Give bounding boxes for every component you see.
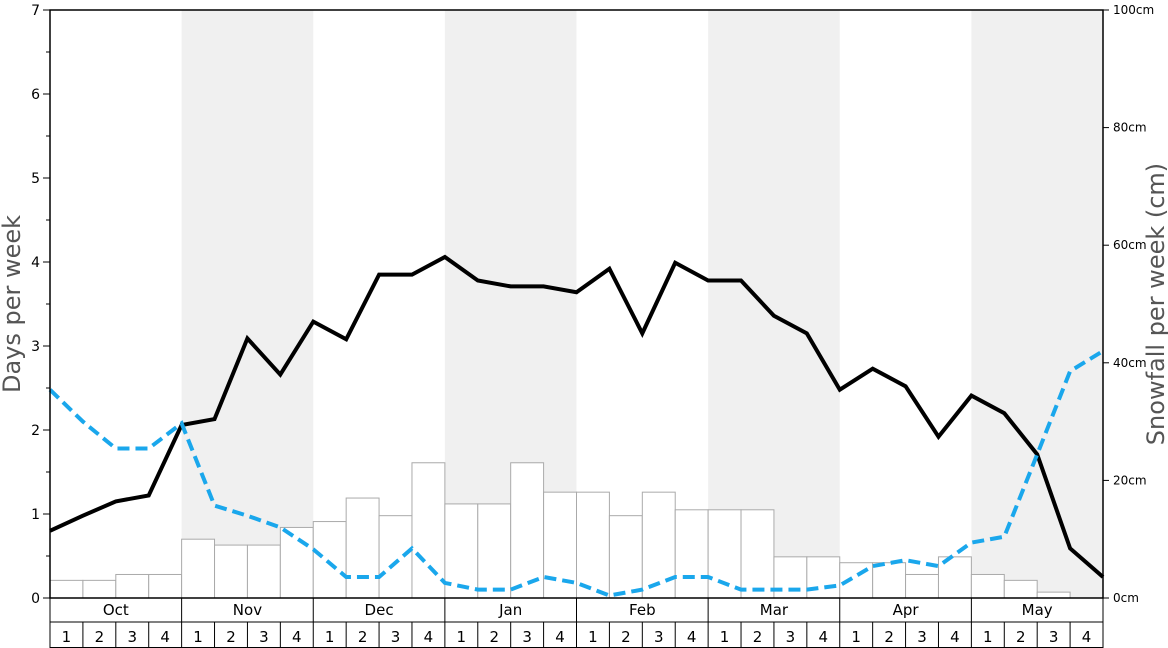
snowfall-bar	[345, 497, 380, 599]
week-label: 1	[588, 628, 598, 646]
week-label: 1	[457, 628, 467, 646]
month-week-table: Oct 1 2 3 4 Nov 1 2 3 4 Dec 1 2 3 4 Jan 1 2 3 4 Feb 1 2 3 4 Mar 1 2…	[49, 598, 1104, 648]
week-label: 4	[950, 628, 960, 646]
week-label: 2	[884, 628, 894, 646]
month-label-jan: Jan	[498, 601, 522, 619]
snowfall-bar	[246, 544, 281, 599]
left-axis-title: Days per week	[0, 215, 26, 393]
snowfall-bar	[477, 503, 512, 599]
right-tick-label: 0cm	[1113, 591, 1139, 605]
left-tick-label: 4	[31, 255, 40, 271]
snowfall-bar	[510, 462, 545, 599]
week-label: 1	[193, 628, 203, 646]
week-label: 2	[226, 628, 236, 646]
month-label-nov: Nov	[233, 601, 262, 619]
snowfall-bar	[674, 509, 709, 599]
month-shade-nov	[181, 10, 314, 598]
month-shade-may	[971, 10, 1103, 598]
snowfall-bar	[970, 573, 1005, 599]
week-label: 3	[786, 628, 796, 646]
right-tick-label: 40cm	[1113, 356, 1147, 370]
snowfall-bar	[49, 579, 84, 599]
week-label: 4	[687, 628, 697, 646]
snowfall-bar	[576, 491, 610, 599]
snowfall-bar	[872, 562, 907, 599]
month-label-dec: Dec	[365, 601, 394, 619]
week-label: 3	[259, 628, 269, 646]
left-tick-label: 7	[31, 3, 40, 19]
right-tick-label: 100cm	[1113, 3, 1154, 17]
week-label: 1	[62, 628, 72, 646]
left-tick-label: 3	[31, 339, 40, 355]
month-shade-mar	[708, 10, 840, 598]
month-shading	[181, 10, 1103, 598]
snowfall-bar	[740, 509, 775, 599]
week-label: 3	[127, 628, 137, 646]
month-label-feb: Feb	[629, 601, 656, 619]
snowfall-bar	[1036, 591, 1071, 599]
left-tick-label: 6	[31, 87, 40, 103]
snowfall-bar	[115, 573, 150, 599]
snowfall-bar	[82, 579, 117, 599]
week-label: 3	[522, 628, 532, 646]
week-label: 1	[325, 628, 335, 646]
line-series	[48, 254, 1105, 598]
week-label: 2	[753, 628, 763, 646]
snowfall-bar	[608, 515, 643, 599]
month-label-mar: Mar	[760, 601, 789, 619]
month-label-oct: Oct	[103, 601, 129, 619]
week-label: 3	[1049, 628, 1059, 646]
snowfall-bar	[411, 462, 446, 599]
week-label: 4	[424, 628, 434, 646]
right-axis-title: Snowfall per week (cm)	[1142, 163, 1168, 445]
snowfall-bar	[773, 556, 808, 599]
snowfall-bar	[1003, 579, 1038, 599]
snowfall-bar	[378, 515, 413, 599]
week-label: 4	[819, 628, 829, 646]
snowfall-bar	[806, 556, 841, 599]
right-tick-label: 20cm	[1113, 473, 1147, 487]
black-solid-line	[49, 254, 1105, 579]
month-label-apr: Apr	[893, 601, 920, 619]
right-tick-label: 60cm	[1113, 238, 1147, 252]
week-label: 2	[1016, 628, 1026, 646]
week-label: 4	[292, 628, 302, 646]
week-label: 4	[1082, 628, 1092, 646]
left-tick-label: 2	[31, 423, 40, 439]
left-tick-label: 5	[31, 171, 40, 187]
snowfall-bar	[905, 573, 939, 599]
snowfall-bar	[312, 521, 347, 599]
week-label: 3	[391, 628, 401, 646]
week-label: 2	[358, 628, 368, 646]
week-label: 1	[720, 628, 730, 646]
week-label: 1	[851, 628, 861, 646]
week-label: 3	[654, 628, 664, 646]
snowfall-bar	[214, 544, 248, 599]
week-label: 4	[160, 628, 170, 646]
week-label: 3	[917, 628, 927, 646]
blue-dashed-line	[48, 349, 1105, 598]
left-tick-label: 0	[31, 591, 40, 607]
week-label: 2	[489, 628, 499, 646]
week-label: 4	[555, 628, 565, 646]
week-label: 2	[95, 628, 105, 646]
right-tick-label: 80cm	[1113, 121, 1147, 135]
snowfall-bar	[279, 526, 314, 599]
snowfall-bar	[148, 573, 183, 599]
week-label: 1	[983, 628, 993, 646]
left-tick-label: 1	[31, 507, 40, 523]
snowfall-bar	[181, 538, 216, 599]
week-label: 2	[621, 628, 631, 646]
month-label-may: May	[1022, 601, 1053, 619]
